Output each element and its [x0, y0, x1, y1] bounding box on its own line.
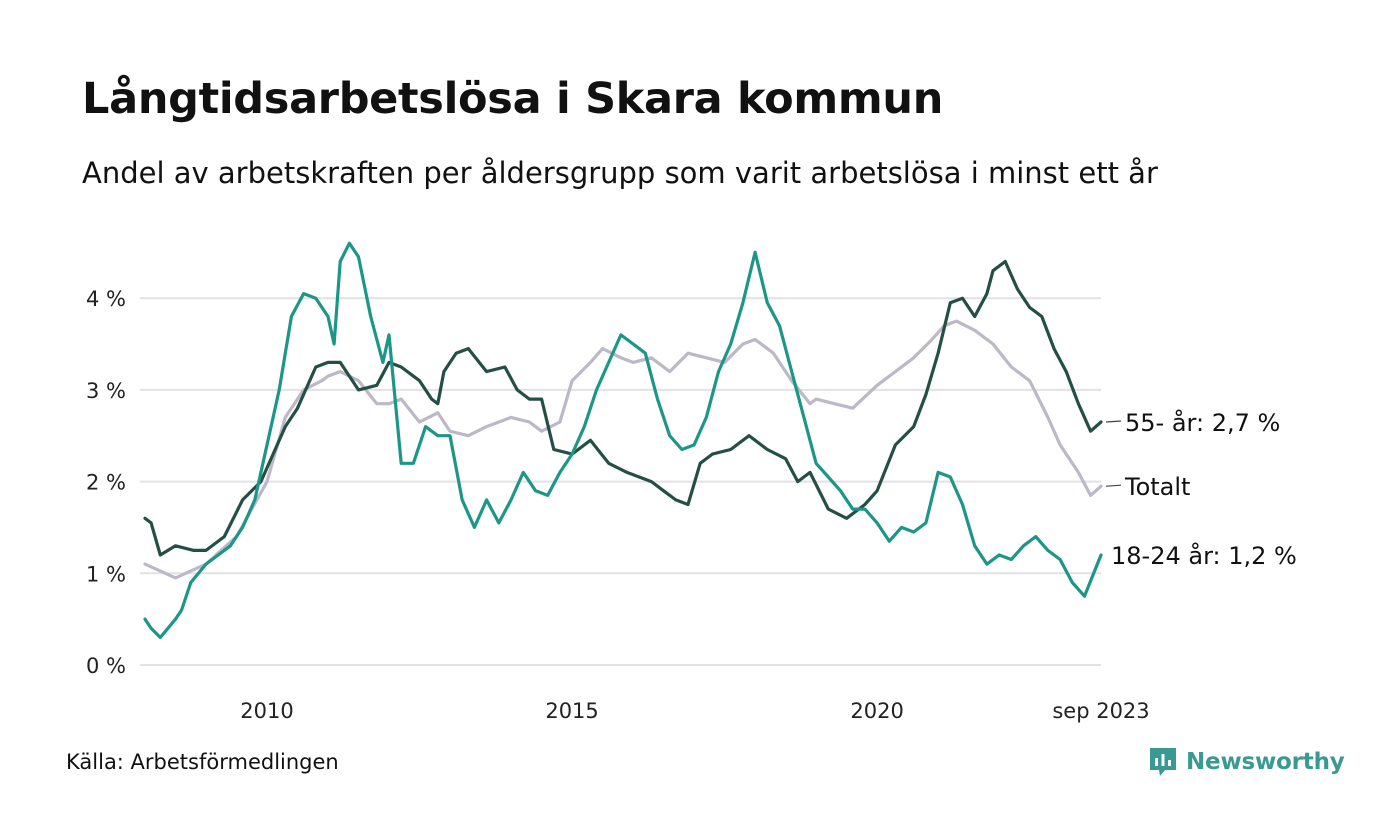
x-tick-label-0: 2010 — [240, 699, 293, 723]
y-tick-label-1: 1 % — [86, 562, 126, 586]
brand-name: Newsworthy — [1186, 749, 1345, 775]
x-axis-tick-labels: 2010 2015 2020 sep 2023 — [240, 699, 1149, 723]
y-tick-label-0: 0 % — [86, 654, 126, 678]
x-tick-label-3: sep 2023 — [1052, 699, 1149, 723]
series-label-18-24-r: 18-24 år: 1,2 % — [1111, 541, 1297, 570]
label-leader-totalt — [1105, 484, 1122, 487]
series-line-55-r — [143, 259, 1103, 557]
series-line-totalt — [143, 319, 1103, 580]
series-label-55-r: 55- år: 2,7 % — [1125, 408, 1280, 437]
x-tick-label-2: 2020 — [850, 699, 903, 723]
brand-logo: Newsworthy — [1148, 744, 1345, 780]
source-note: Källa: Arbetsförmedlingen — [66, 750, 339, 774]
y-axis-tick-labels: 0 % 1 % 2 % 3 % 4 % — [86, 287, 126, 678]
series-end-labels: Totalt 55- år: 2,7 % 18-24 år: 1,2 % — [1105, 408, 1297, 570]
label-leader-55-r — [1105, 420, 1122, 423]
series-lines — [143, 241, 1103, 640]
newsworthy-logo-icon — [1150, 748, 1176, 776]
y-tick-label-4: 4 % — [86, 287, 126, 311]
y-tick-label-3: 3 % — [86, 379, 126, 403]
y-tick-label-2: 2 % — [86, 471, 126, 495]
x-tick-label-1: 2015 — [545, 699, 598, 723]
chart-subtitle: Andel av arbetskraften per åldersgrupp s… — [82, 156, 1158, 190]
series-line-18-24-r — [143, 241, 1103, 640]
series-label-totalt: Totalt — [1124, 473, 1190, 501]
chart-title: Långtidsarbetslösa i Skara kommun — [82, 74, 944, 124]
